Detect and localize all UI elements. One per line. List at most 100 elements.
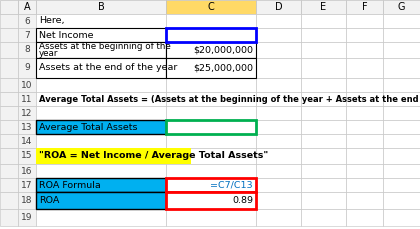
Text: 16: 16 (21, 166, 33, 175)
Bar (346, 192, 383, 209)
Bar (301, 192, 346, 209)
Text: 17: 17 (21, 180, 33, 190)
Bar (0, 92, 18, 106)
Bar (166, 42, 256, 58)
Text: 8: 8 (24, 46, 30, 55)
Text: $20,000,000: $20,000,000 (193, 46, 253, 55)
Bar (166, 148, 256, 164)
Text: Average Total Assets: Average Total Assets (39, 123, 137, 131)
Bar (36, 28, 166, 42)
Bar (383, 92, 420, 106)
Text: Assets at the beginning of the: Assets at the beginning of the (39, 42, 171, 51)
Bar (166, 0, 256, 14)
Bar (346, 148, 383, 164)
Bar (0, 134, 18, 148)
Text: 13: 13 (21, 123, 33, 131)
Text: Net Income: Net Income (39, 30, 94, 39)
Text: 18: 18 (21, 196, 33, 205)
Bar (346, 42, 383, 58)
Bar (383, 209, 420, 226)
Bar (301, 209, 346, 226)
Bar (0, 192, 18, 209)
Bar (301, 164, 346, 178)
Bar (256, 0, 301, 14)
Bar (383, 78, 420, 92)
Bar (383, 120, 420, 134)
Bar (166, 192, 256, 209)
Bar (166, 106, 256, 120)
Text: ROA Formula: ROA Formula (39, 180, 101, 190)
Bar (166, 120, 256, 134)
Bar (18, 192, 36, 209)
Text: $25,000,000: $25,000,000 (193, 63, 253, 73)
Bar (256, 120, 301, 134)
Bar (18, 92, 36, 106)
Bar (36, 178, 166, 192)
Bar (0, 0, 18, 14)
Bar (166, 28, 256, 42)
Bar (18, 58, 36, 78)
Bar (383, 58, 420, 78)
Bar (36, 0, 166, 14)
Text: 6: 6 (24, 16, 30, 25)
Bar (346, 164, 383, 178)
Bar (36, 148, 191, 164)
Bar (0, 42, 18, 58)
Bar (346, 106, 383, 120)
Text: $20,000,000: $20,000,000 (193, 30, 253, 39)
Bar (18, 14, 36, 28)
Bar (0, 148, 18, 164)
Bar (166, 28, 256, 42)
Text: Average Total Assets = (Assets at the beginning of the year + Assets at the end : Average Total Assets = (Assets at the be… (39, 95, 420, 104)
Bar (301, 120, 346, 134)
Text: G: G (398, 2, 405, 12)
Bar (0, 14, 18, 28)
Bar (256, 134, 301, 148)
Bar (256, 164, 301, 178)
Bar (256, 192, 301, 209)
Text: A: A (24, 2, 30, 12)
Bar (36, 58, 166, 78)
Bar (36, 92, 166, 106)
Bar (256, 148, 301, 164)
Text: $22,500,000: $22,500,000 (193, 123, 253, 131)
Text: B: B (97, 2, 105, 12)
Bar (166, 192, 256, 209)
Bar (301, 58, 346, 78)
Text: C: C (207, 2, 214, 12)
Text: E: E (320, 2, 327, 12)
Bar (36, 42, 166, 58)
Bar (36, 120, 166, 134)
Bar (36, 164, 166, 178)
Bar (346, 209, 383, 226)
Bar (301, 28, 346, 42)
Bar (36, 178, 166, 192)
Bar (301, 106, 346, 120)
Bar (166, 92, 256, 106)
Bar (18, 148, 36, 164)
Bar (256, 42, 301, 58)
Bar (166, 78, 256, 92)
Bar (166, 120, 256, 134)
Bar (346, 0, 383, 14)
Bar (18, 164, 36, 178)
Bar (256, 106, 301, 120)
Bar (301, 14, 346, 28)
Bar (256, 92, 301, 106)
Bar (36, 134, 166, 148)
Bar (36, 28, 166, 42)
Bar (36, 192, 166, 209)
Bar (0, 209, 18, 226)
Text: "ROA = Net Income / Average Total Assets": "ROA = Net Income / Average Total Assets… (39, 152, 268, 161)
Bar (166, 178, 256, 192)
Bar (383, 42, 420, 58)
Bar (0, 58, 18, 78)
Bar (346, 14, 383, 28)
Text: 12: 12 (21, 109, 33, 117)
Bar (36, 120, 166, 134)
Bar (383, 178, 420, 192)
Bar (18, 178, 36, 192)
Bar (36, 42, 166, 58)
Bar (383, 134, 420, 148)
Text: 11: 11 (21, 95, 33, 104)
